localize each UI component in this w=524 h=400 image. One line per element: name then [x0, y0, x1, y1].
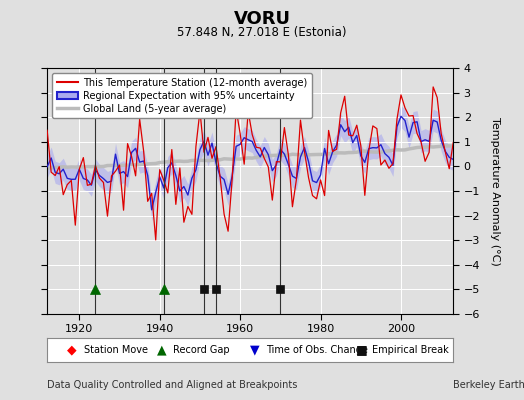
Text: Empirical Break: Empirical Break [372, 345, 449, 355]
Text: 57.848 N, 27.018 E (Estonia): 57.848 N, 27.018 E (Estonia) [177, 26, 347, 39]
Y-axis label: Temperature Anomaly (°C): Temperature Anomaly (°C) [489, 117, 499, 265]
Text: ◆: ◆ [68, 344, 77, 356]
Text: Data Quality Controlled and Aligned at Breakpoints: Data Quality Controlled and Aligned at B… [47, 380, 298, 390]
Text: Record Gap: Record Gap [173, 345, 230, 355]
Text: Station Move: Station Move [84, 345, 148, 355]
Text: ▼: ▼ [250, 344, 260, 356]
Text: VORU: VORU [234, 10, 290, 28]
Text: ■: ■ [356, 344, 367, 356]
Text: Time of Obs. Change: Time of Obs. Change [267, 345, 368, 355]
Legend: This Temperature Station (12-month average), Regional Expectation with 95% uncer: This Temperature Station (12-month avera… [52, 73, 312, 118]
Text: ▲: ▲ [157, 344, 167, 356]
Text: Berkeley Earth: Berkeley Earth [453, 380, 524, 390]
